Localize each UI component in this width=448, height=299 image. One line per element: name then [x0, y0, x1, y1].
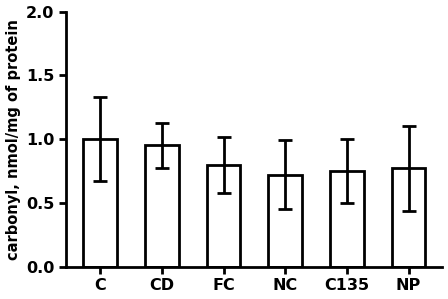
Bar [330, 171, 364, 267]
Bar [83, 139, 117, 267]
Bar [145, 146, 179, 267]
Bar [268, 175, 302, 267]
Y-axis label: carbonyl, nmol/mg of protein: carbonyl, nmol/mg of protein [5, 19, 21, 260]
Bar [392, 168, 426, 267]
Bar [207, 165, 241, 267]
